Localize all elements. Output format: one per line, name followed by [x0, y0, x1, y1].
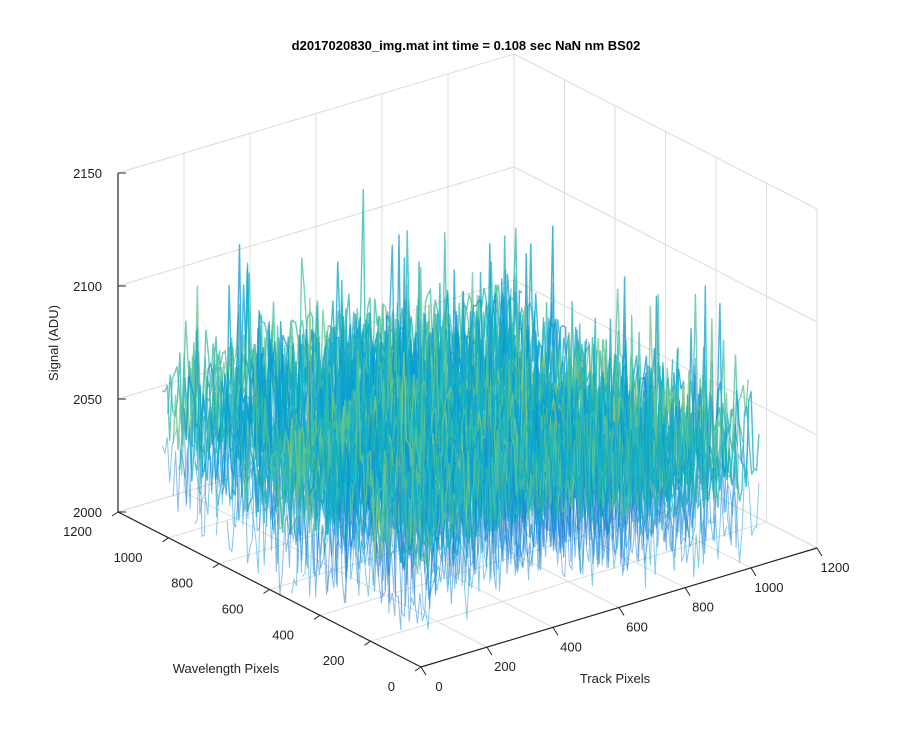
y-tick-label: 600: [222, 602, 244, 617]
y-tick-mark: [313, 614, 321, 620]
x-tick-mark: [618, 607, 625, 616]
x-tick-mark: [486, 646, 493, 656]
x-tick-mark: [684, 587, 691, 596]
surface-underside: [420, 385, 760, 630]
z-tick-label: 2000: [73, 505, 102, 520]
y-tick-label: 1200: [63, 524, 92, 539]
y-tick-mark: [263, 589, 270, 594]
side-wall-grid-line: [513, 166, 818, 323]
y-tick-label: 200: [323, 653, 345, 668]
x-tick-label: 800: [692, 600, 714, 615]
side-wall-grid-line: [513, 279, 818, 436]
floor-grid-line: [370, 521, 767, 642]
x-tick-label: 0: [435, 679, 442, 694]
y-tick-label: 800: [171, 576, 193, 591]
x-tick-label: 200: [494, 659, 516, 674]
x-tick-mark: [816, 547, 823, 557]
surface-row: [414, 285, 755, 560]
z-tick-label: 2150: [73, 166, 102, 181]
back-wall-grid-line: [117, 166, 515, 287]
x-tick-label: 600: [626, 620, 648, 635]
chart-title: d2017020830_img.mat int time = 0.108 sec…: [292, 38, 641, 53]
track-axis-label: Track Pixels: [580, 671, 651, 686]
y-tick-mark: [111, 511, 119, 517]
x-tick-mark: [420, 666, 427, 676]
x-tick-mark: [552, 627, 559, 636]
side-wall-grid-line: [513, 53, 818, 210]
y-tick-mark: [364, 640, 371, 646]
y-tick-mark: [414, 666, 422, 672]
surface-row: [420, 341, 760, 579]
y-tick-label: 1000: [114, 550, 143, 565]
back-wall-grid-line: [117, 53, 515, 174]
z-axis-label: Signal (ADU): [46, 305, 61, 381]
x-tick-label: 1000: [755, 580, 784, 595]
z-tick-label: 2100: [73, 279, 102, 294]
tick-labels: 2000 2050 2100 2150 0 200 400 600 800 1000 1200 0 20…: [63, 166, 849, 694]
surface-mesh: [161, 188, 760, 631]
x-tick-label: 1200: [821, 560, 850, 575]
x-tick-label: 400: [560, 639, 582, 654]
y-tick-mark: [212, 563, 220, 569]
y-tick-label: 0: [388, 679, 395, 694]
y-tick-mark: [162, 537, 169, 543]
wavelength-axis-label: Wavelength Pixels: [173, 661, 280, 676]
y-tick-label: 400: [272, 627, 294, 642]
z-tick-label: 2050: [73, 392, 102, 407]
x-tick-mark: [750, 567, 757, 577]
